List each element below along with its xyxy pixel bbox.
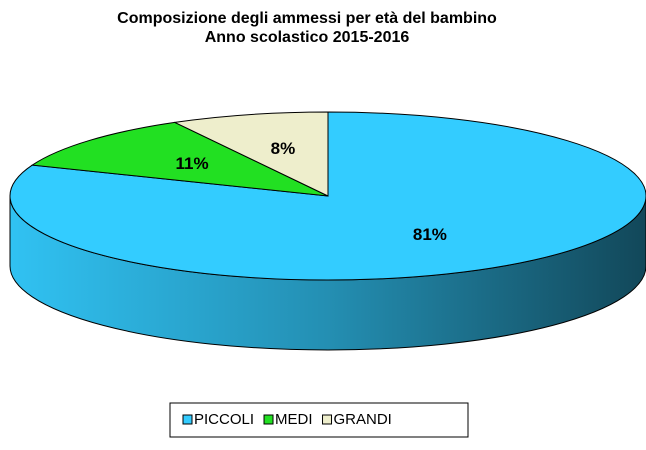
slice bbox=[173, 111, 329, 197]
legend-label: GRANDI bbox=[334, 411, 392, 428]
legend-swatch bbox=[182, 414, 193, 425]
slice bbox=[9, 111, 646, 281]
legend-label: PICCOLI bbox=[194, 411, 254, 428]
chart-title: Composizione degli ammessi per età del b… bbox=[117, 10, 497, 27]
legend-box bbox=[169, 402, 469, 438]
legend-label: MEDI bbox=[275, 411, 313, 428]
legend: PICCOLI MEDI GRANDI bbox=[182, 411, 392, 428]
slice bbox=[30, 121, 329, 197]
side-shade bbox=[10, 196, 646, 350]
chart-subtitle: Anno scolastico 2015-2016 bbox=[205, 29, 410, 46]
data-label: 8% bbox=[271, 139, 296, 158]
data-label: 11% bbox=[175, 154, 208, 173]
legend-swatch bbox=[263, 414, 274, 425]
legend-swatch bbox=[322, 414, 333, 425]
data-label: 81% bbox=[413, 225, 447, 244]
pie: 81% 11% 8% bbox=[9, 111, 646, 351]
